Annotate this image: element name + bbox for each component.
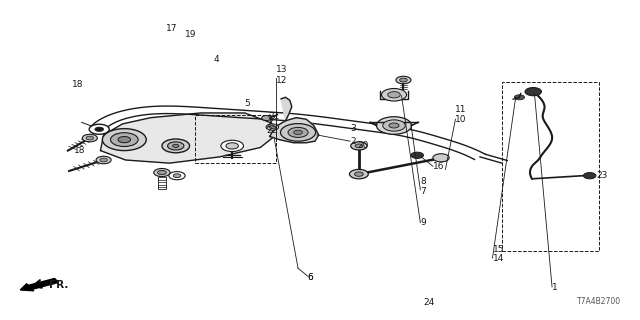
Circle shape: [96, 156, 111, 164]
Circle shape: [111, 133, 138, 147]
Circle shape: [89, 124, 109, 134]
Polygon shape: [281, 97, 292, 121]
Text: 5: 5: [244, 99, 250, 108]
Circle shape: [169, 172, 185, 180]
Bar: [502, 82, 599, 251]
Circle shape: [288, 127, 308, 137]
Text: 20: 20: [358, 141, 369, 150]
Text: 8: 8: [420, 178, 426, 187]
Text: 10: 10: [455, 115, 467, 124]
Text: 18: 18: [72, 80, 84, 89]
Circle shape: [157, 170, 166, 175]
Circle shape: [383, 120, 405, 131]
Text: 15: 15: [493, 245, 504, 254]
Bar: [195, 115, 276, 163]
Circle shape: [262, 116, 272, 121]
Circle shape: [381, 89, 406, 101]
Circle shape: [83, 134, 97, 142]
Circle shape: [269, 125, 275, 129]
Circle shape: [355, 172, 364, 176]
Circle shape: [168, 142, 184, 150]
Text: 4: 4: [213, 55, 219, 64]
Text: 14: 14: [493, 254, 504, 263]
Circle shape: [221, 140, 243, 152]
Text: 13: 13: [276, 65, 287, 74]
Circle shape: [376, 117, 412, 134]
Text: 9: 9: [420, 218, 426, 227]
Circle shape: [396, 76, 411, 84]
Circle shape: [173, 174, 180, 178]
Circle shape: [349, 169, 368, 179]
Circle shape: [86, 136, 93, 140]
Circle shape: [399, 78, 407, 82]
FancyArrow shape: [20, 278, 59, 291]
Text: 24: 24: [424, 298, 435, 307]
Circle shape: [294, 130, 303, 135]
Circle shape: [280, 124, 316, 141]
Circle shape: [355, 144, 363, 148]
Circle shape: [388, 92, 400, 98]
Text: 6: 6: [307, 273, 313, 282]
Text: 3: 3: [350, 124, 356, 133]
Circle shape: [584, 172, 596, 179]
Text: 1: 1: [552, 283, 558, 292]
Text: 17: 17: [166, 24, 178, 33]
Text: 11: 11: [455, 105, 467, 114]
Polygon shape: [270, 118, 319, 143]
Text: 6: 6: [307, 273, 313, 282]
Circle shape: [226, 143, 239, 149]
Circle shape: [100, 158, 108, 162]
Circle shape: [162, 139, 189, 153]
Text: 7: 7: [420, 187, 426, 196]
Text: 18: 18: [74, 146, 86, 155]
Circle shape: [411, 152, 424, 158]
Circle shape: [173, 144, 179, 148]
Text: 22: 22: [267, 126, 278, 135]
Circle shape: [95, 127, 104, 132]
Circle shape: [515, 95, 524, 100]
Text: 16: 16: [433, 162, 444, 171]
Polygon shape: [100, 113, 276, 163]
Circle shape: [118, 136, 131, 143]
Circle shape: [433, 154, 449, 162]
Text: 12: 12: [276, 76, 287, 84]
Circle shape: [266, 124, 278, 130]
Circle shape: [351, 142, 367, 150]
Text: 23: 23: [596, 171, 607, 180]
Circle shape: [525, 88, 541, 96]
Text: 19: 19: [185, 30, 196, 39]
Text: 2: 2: [350, 137, 356, 146]
Text: FR.: FR.: [49, 280, 68, 291]
Text: T7A4B2700: T7A4B2700: [577, 297, 621, 306]
Circle shape: [389, 123, 399, 128]
Circle shape: [154, 168, 170, 177]
Circle shape: [102, 129, 147, 151]
Text: 21: 21: [269, 112, 280, 121]
